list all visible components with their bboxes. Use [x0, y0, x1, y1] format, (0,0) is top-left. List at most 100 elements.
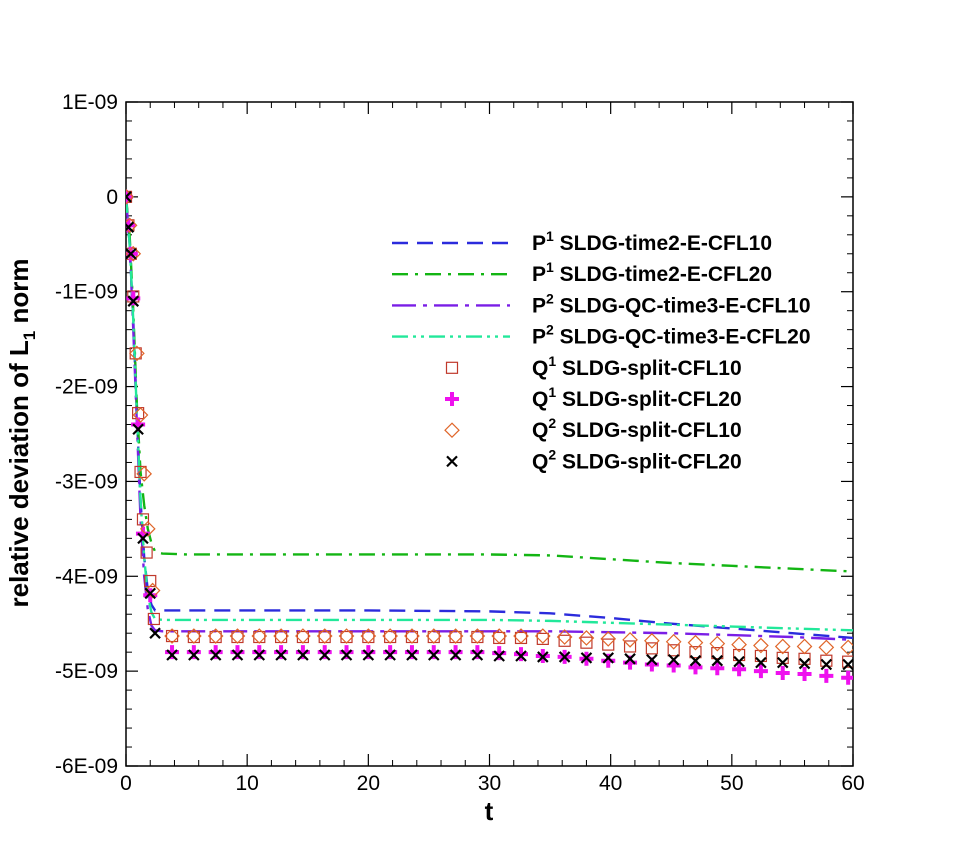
series-8-point [362, 649, 375, 661]
series-7-point [665, 633, 682, 650]
series-6-point [361, 645, 376, 660]
series-7-point [382, 628, 398, 644]
series-7-point [164, 628, 180, 644]
legend-label-rest: SLDG-time2-E-CFL20 [554, 263, 772, 286]
series-8-point [340, 649, 353, 661]
legend-label-superscript: 2 [548, 446, 556, 462]
legend-item-3: P2 SLDG-QC-time3-E-CFL10 [392, 290, 811, 317]
series-7-point [136, 465, 153, 482]
x-tick-label: 40 [599, 772, 622, 795]
y-tick-label: 0 [106, 186, 118, 209]
series-6-point [383, 645, 398, 660]
series-8-point [755, 656, 767, 669]
series-8-point [820, 658, 833, 671]
series-8-point [231, 649, 244, 661]
legend-marker-sample [445, 361, 459, 374]
series-7-point [840, 639, 853, 656]
legend-label-prefix: Q [532, 388, 548, 411]
legend-label-rest: SLDG-split-CFL10 [556, 357, 742, 380]
x-tick-label: 50 [720, 772, 743, 795]
series-5-point [645, 642, 658, 655]
x-tick-label: 20 [357, 772, 380, 795]
legend-label-rest: SLDG-split-CFL20 [556, 450, 742, 473]
series-7-point [644, 632, 660, 649]
legend-label-superscript: 1 [548, 353, 556, 369]
legend-label-superscript: 2 [548, 415, 556, 431]
series-7-point [186, 628, 202, 644]
series-7-point [316, 628, 333, 644]
series-7-point [425, 628, 442, 644]
series-8-point [449, 649, 462, 661]
series-6-point [797, 666, 812, 681]
series-6 [126, 189, 853, 685]
series-8-point [558, 651, 571, 663]
legend-label-rest: SLDG-split-CFL20 [556, 388, 742, 411]
series-7-point [207, 628, 224, 644]
series-8-point [776, 656, 789, 669]
series-6-point [404, 645, 419, 660]
legend-item-6: Q1 SLDG-split-CFL20 [445, 384, 742, 411]
legend: P1 SLDG-time2-E-CFL10 P1 SLDG-time2-E-CFL… [392, 228, 811, 473]
series-6-point [732, 662, 747, 677]
series-7-point [360, 628, 377, 644]
series-8-point [842, 658, 853, 671]
series-7-point [144, 582, 161, 599]
series-6-point [126, 189, 133, 204]
series-7-point [731, 636, 747, 653]
series-8-point [126, 221, 135, 233]
legend-item-8: Q2 SLDG-split-CFL20 [446, 446, 742, 473]
series-6-point [426, 645, 441, 660]
series-5-point [623, 640, 637, 653]
series-5-point [147, 612, 160, 626]
axes: 0 10 20 30 40 50 60 1E-09 0 -1E-09 -2E-09 -3E-09 -4E… [55, 91, 865, 795]
series-7-point [818, 639, 835, 656]
series-7-point [251, 628, 268, 644]
legend-label-superscript: 2 [546, 290, 554, 306]
series-2-line [126, 196, 853, 573]
legend-label: Q1 SLDG-split-CFL20 [532, 384, 742, 411]
legend-item-1: P1 SLDG-time2-E-CFL10 [392, 228, 772, 255]
series-6-point [514, 647, 529, 662]
series-8-point [493, 650, 505, 662]
series-8-point [427, 649, 440, 661]
legend-label-superscript: 1 [546, 259, 554, 275]
x-tick-label: 10 [235, 772, 258, 795]
legend-label: P1 SLDG-time2-E-CFL20 [532, 259, 772, 286]
series-5-point [514, 631, 528, 645]
legend-item-7: Q2 SLDG-split-CFL10 [444, 415, 742, 442]
legend-label-prefix: Q [532, 419, 548, 442]
series-6-point [470, 645, 485, 660]
series-8-point [137, 532, 149, 545]
series-6-point [753, 664, 768, 679]
series-2 [126, 196, 853, 573]
legend-label: P1 SLDG-time2-E-CFL10 [532, 228, 772, 255]
series-6-point [710, 661, 725, 676]
series-7-point [513, 628, 529, 644]
series-6-point [339, 645, 354, 660]
series-8-point [275, 649, 287, 661]
legend-label: Q1 SLDG-split-CFL10 [532, 353, 742, 380]
y-tick-label: -6E-09 [55, 755, 118, 778]
legend-marker-sample [445, 392, 459, 406]
legend-item-4: P2 SLDG-QC-time3-E-CFL20 [392, 322, 811, 349]
legend-label: Q2 SLDG-split-CFL10 [532, 415, 742, 442]
series-7-point [534, 628, 551, 644]
series-6-point [448, 645, 463, 660]
series-8-point [689, 654, 702, 667]
series-7-point [126, 217, 138, 234]
series-8-point [166, 649, 178, 661]
series-6-point [126, 291, 141, 306]
series-group [126, 189, 853, 685]
x-tick-label: 60 [841, 772, 864, 795]
series-8-point [144, 587, 157, 600]
series-4-line [126, 196, 853, 632]
series-8-point [209, 649, 222, 661]
series-8 [126, 191, 853, 671]
series-6-point [208, 645, 223, 660]
series-7-point [129, 345, 145, 362]
series-4 [126, 196, 853, 632]
series-8-point [646, 653, 658, 666]
legend-label-superscript: 2 [546, 322, 554, 338]
y-axis-title-tail: norm [4, 259, 34, 331]
